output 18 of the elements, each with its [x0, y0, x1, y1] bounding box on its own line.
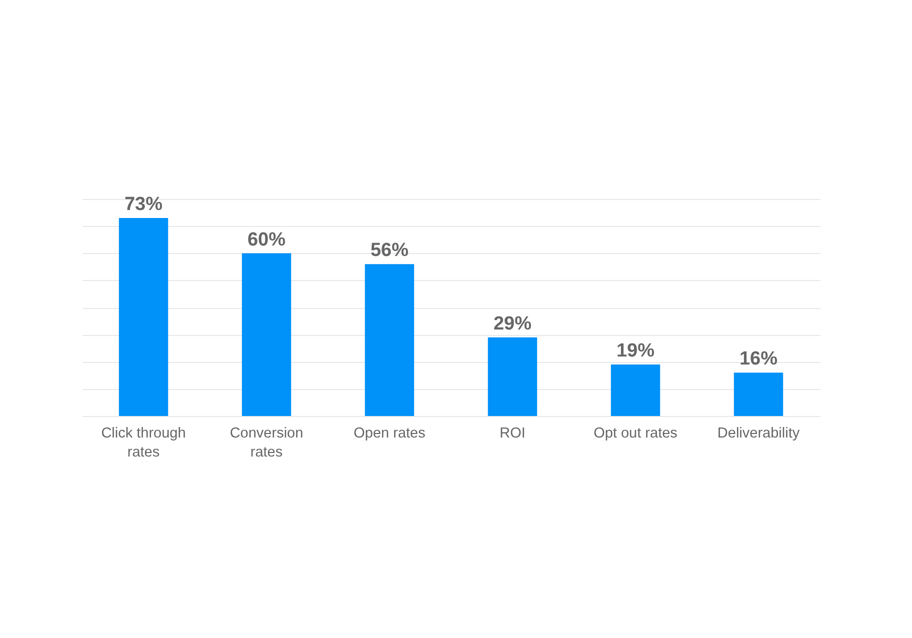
data-label: 56% — [370, 240, 409, 262]
bar — [734, 372, 784, 416]
x-tick-label: Click through rates — [101, 426, 186, 460]
bar — [242, 253, 292, 416]
bar — [610, 364, 660, 416]
x-tick-label: ROI — [500, 426, 526, 442]
bar — [488, 337, 538, 416]
x-tick-label: Opt out rates — [594, 426, 678, 442]
data-label: 19% — [616, 340, 655, 362]
data-label: 73% — [124, 194, 163, 215]
bar — [364, 264, 414, 416]
x-tick-label: Conversion rates — [230, 426, 304, 460]
x-tick-label: Open rates — [354, 426, 426, 442]
data-label: 29% — [493, 313, 532, 334]
data-label: 16% — [739, 348, 778, 370]
x-tick-label: Deliverability — [717, 426, 800, 442]
bar — [118, 218, 168, 416]
data-label: 60% — [247, 229, 286, 250]
